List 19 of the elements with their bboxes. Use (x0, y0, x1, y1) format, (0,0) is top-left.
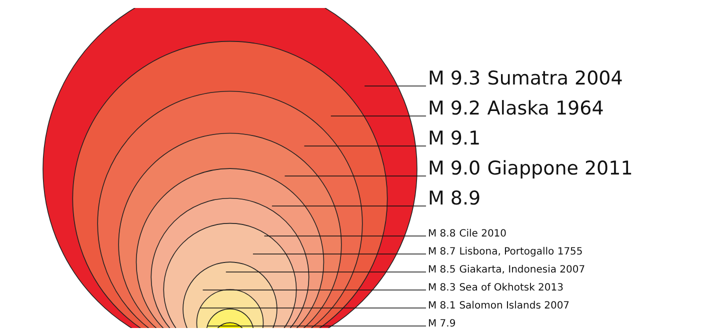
data-label: M 9.1 (428, 127, 481, 150)
data-label: M 8.1 (428, 300, 456, 312)
category-label: Sumatra 2004 (487, 67, 623, 90)
category-label: Salomon Islands 2007 (459, 300, 570, 312)
data-label: M 9.2 (428, 97, 481, 120)
data-label: M 7.9 (428, 318, 456, 330)
category-label: Alaska 1964 (487, 97, 604, 120)
data-label: M 8.9 (428, 187, 481, 210)
data-label: M 8.3 (428, 282, 456, 294)
data-label: M 9.3 (428, 67, 481, 90)
data-label: M 8.5 (428, 264, 456, 276)
category-label: Giakarta, Indonesia 2007 (459, 264, 586, 276)
data-label: M 8.8 (428, 228, 456, 240)
category-label: Sea of Okhotsk 2013 (459, 282, 564, 294)
data-label: M 8.7 (428, 246, 456, 258)
category-label: Lisbona, Portogallo 1755 (459, 246, 583, 258)
data-label: M 9.0 (428, 157, 481, 180)
category-label: Cile 2010 (459, 228, 507, 240)
category-label: Giappone 2011 (487, 157, 633, 180)
